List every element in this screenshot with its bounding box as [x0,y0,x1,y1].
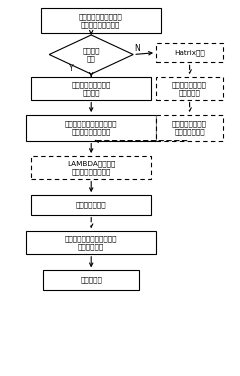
Text: Hatrix滤波: Hatrix滤波 [174,49,205,56]
FancyBboxPatch shape [156,77,223,100]
Text: 求解姿态市: 求解姿态市 [80,277,102,284]
FancyBboxPatch shape [156,43,223,62]
Text: Y: Y [68,64,73,73]
Text: 获取载波相位观测值和
观测值和码伪距制位: 获取载波相位观测值和 观测值和码伪距制位 [79,14,123,28]
Text: 获取载波和位平率
内的观测值: 获取载波和位平率 内的观测值 [172,81,207,96]
FancyBboxPatch shape [31,156,151,179]
Text: 利用经过验证的应用测度度
求得基线向量: 利用经过验证的应用测度度 求得基线向量 [65,235,117,250]
Text: 采用当前历元的那平
整观测值: 采用当前历元的那平 整观测值 [72,81,111,96]
Text: N: N [134,44,140,53]
Text: 采用测度度监正: 采用测度度监正 [76,202,107,208]
Text: 计算平滑码观测值
和平滑历元个数: 计算平滑码观测值 和平滑历元个数 [172,121,207,135]
FancyBboxPatch shape [26,115,156,141]
Text: LAMBDA算法计算
应用测度区域地址矩: LAMBDA算法计算 应用测度区域地址矩 [67,160,115,174]
FancyBboxPatch shape [41,8,161,33]
FancyBboxPatch shape [26,231,156,254]
Text: 计算当前历元测度节点解、
及其方程式力方程式: 计算当前历元测度节点解、 及其方程式力方程式 [65,121,117,135]
FancyBboxPatch shape [31,77,151,100]
FancyBboxPatch shape [43,270,139,290]
Polygon shape [49,35,133,74]
FancyBboxPatch shape [156,115,223,141]
Text: 是否存在
周波: 是否存在 周波 [83,47,100,62]
FancyBboxPatch shape [31,195,151,215]
